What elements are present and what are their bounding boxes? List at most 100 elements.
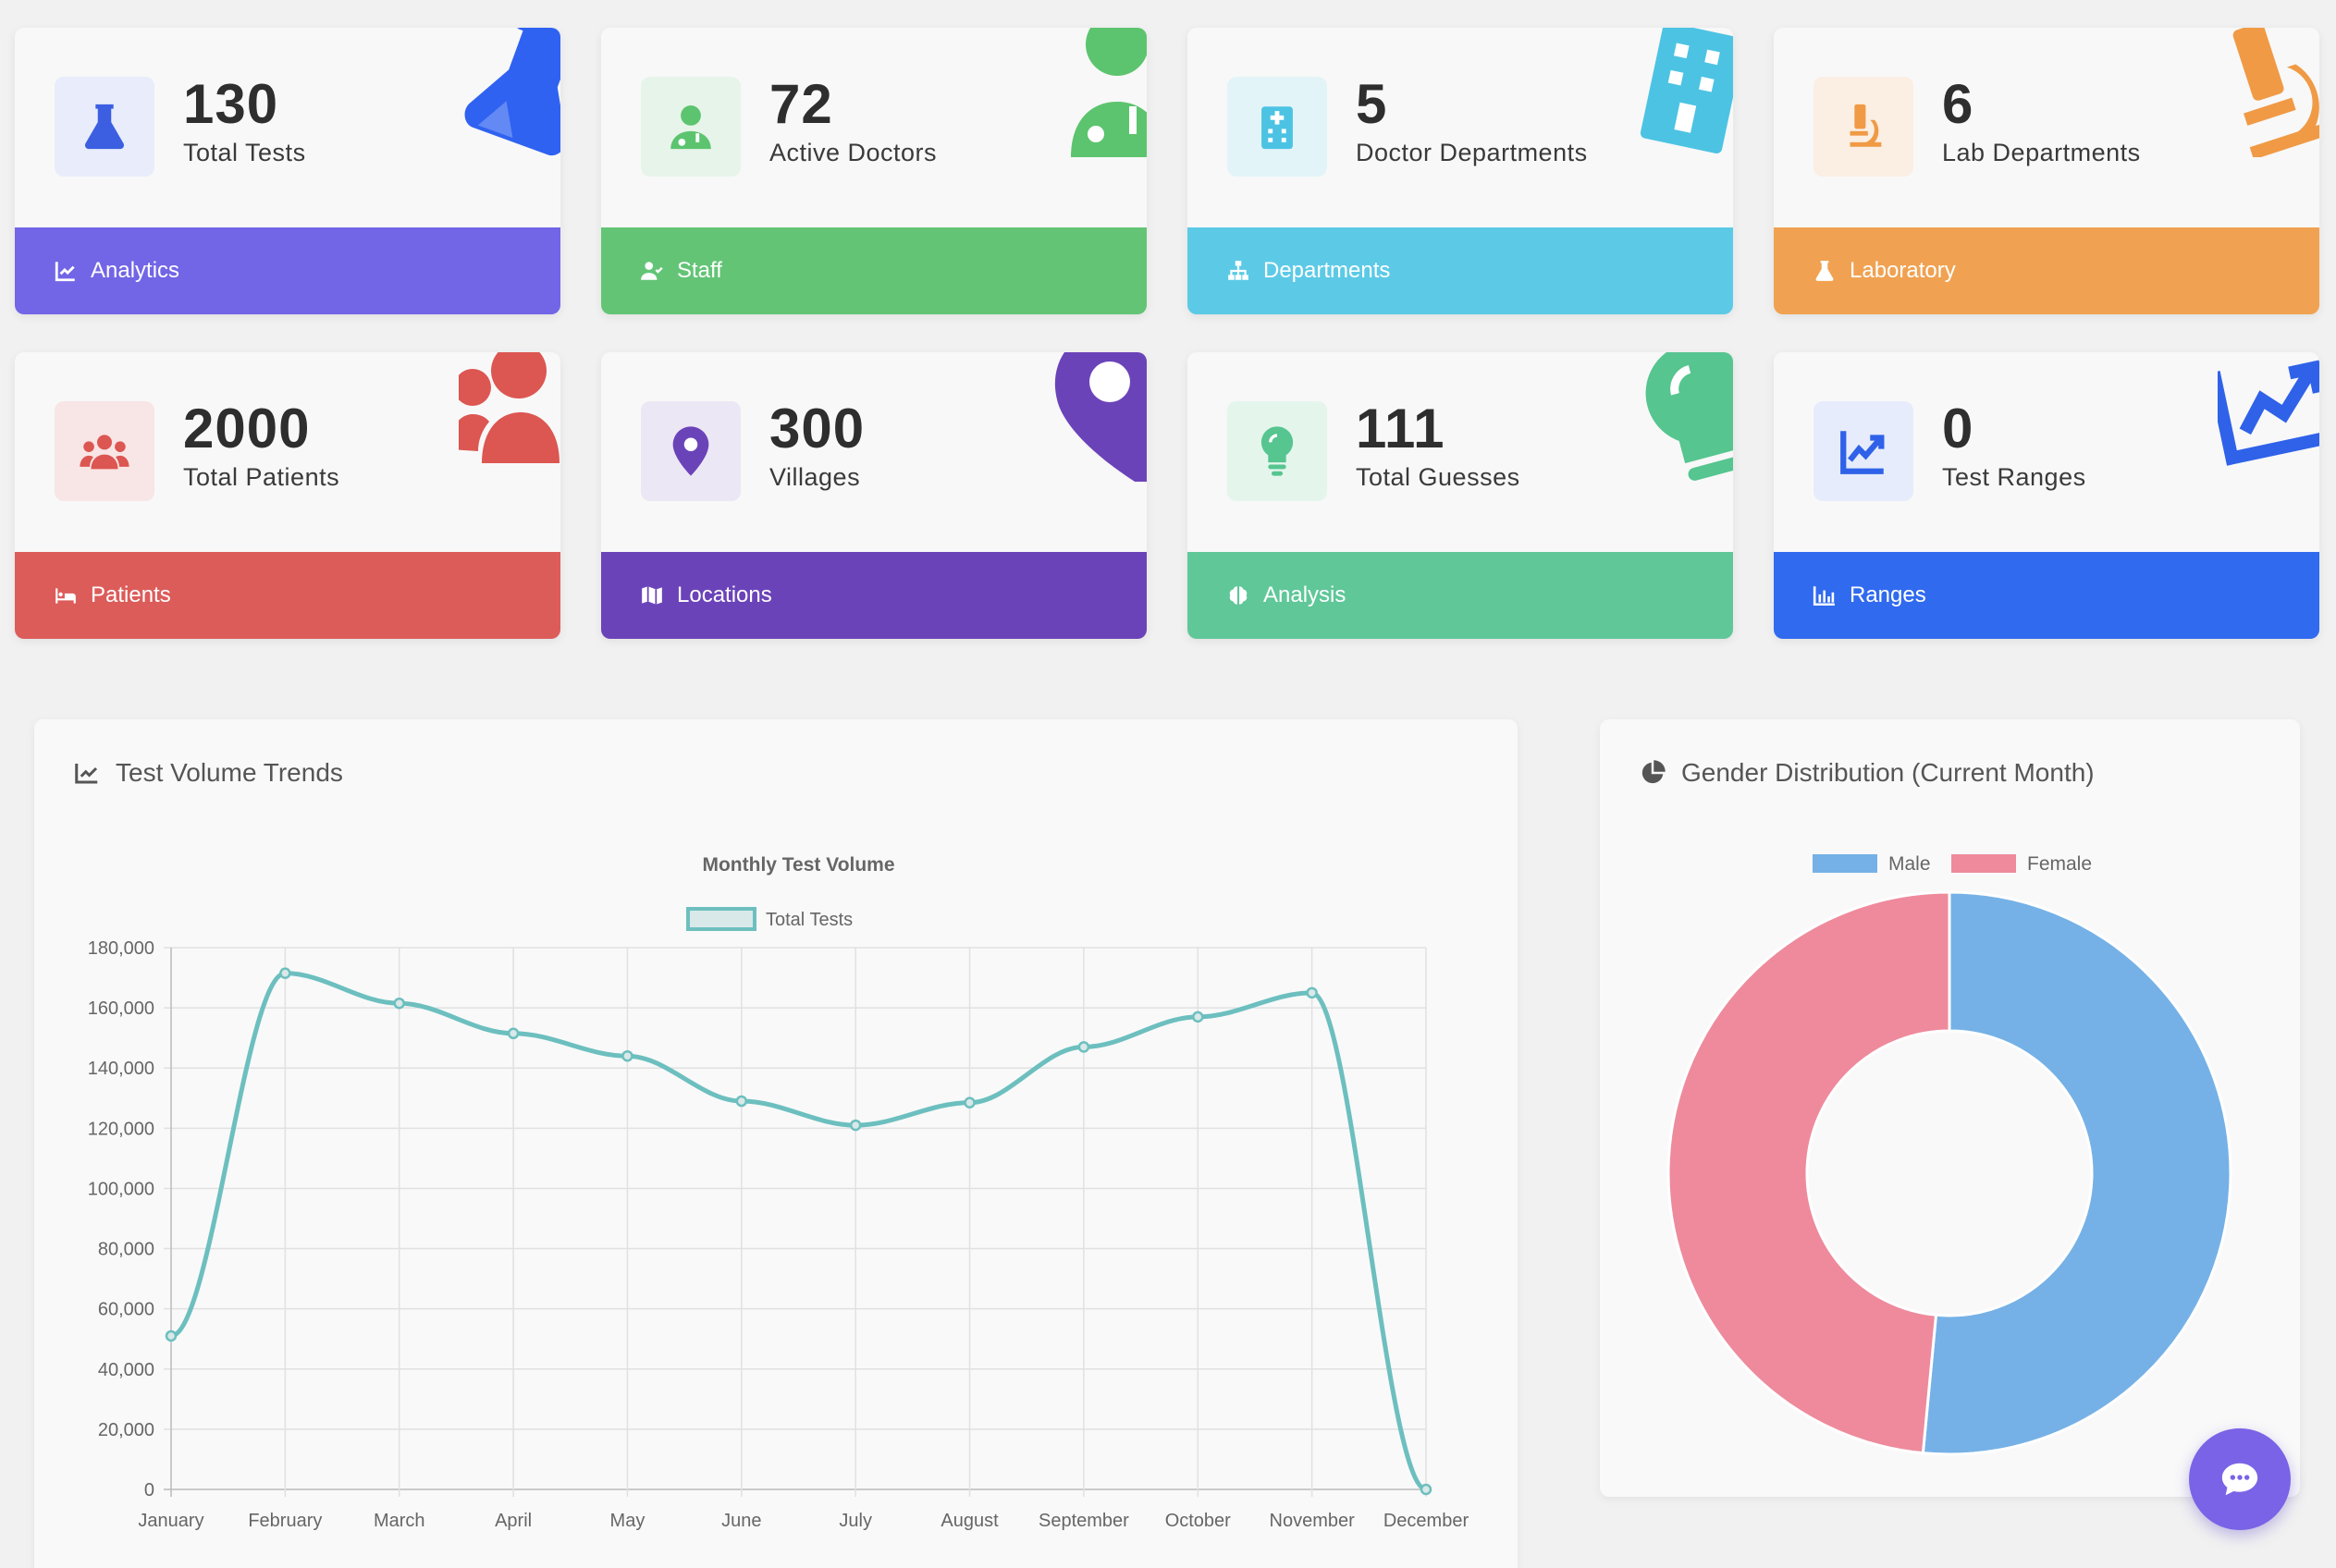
y-tick-label: 0 — [144, 1480, 154, 1501]
microscope-icon — [1837, 100, 1890, 153]
y-tick-label: 100,000 — [88, 1179, 154, 1199]
stat-value: 0 — [1942, 398, 1974, 459]
data-point — [1306, 986, 1318, 999]
legend-swatch — [686, 907, 756, 931]
stat-card-link[interactable]: Analysis — [1187, 552, 1733, 639]
y-tick-label: 20,000 — [98, 1420, 154, 1440]
stat-card-link[interactable]: Staff — [601, 227, 1147, 314]
stat-icon-box — [641, 401, 741, 501]
test-volume-panel: Test Volume Trends Monthly Test Volume To… — [34, 719, 1518, 1568]
data-point — [165, 1329, 178, 1342]
decorative-hospital-icon — [1631, 28, 1733, 157]
series-line-total-tests — [170, 971, 1427, 1492]
stat-card-body: 0 Test Ranges — [1774, 352, 2319, 552]
donut-chart: Male Female — [1666, 853, 2232, 1456]
chat-bubble-icon — [2221, 1463, 2258, 1496]
stat-card-link-label: Laboratory — [1850, 258, 1956, 283]
stat-card-body: 72 Active Doctors — [601, 28, 1147, 227]
decorative-users-icon — [449, 352, 560, 482]
x-tick-label: October — [1165, 1511, 1231, 1531]
stat-value: 130 — [183, 73, 279, 135]
stat-value: 300 — [769, 398, 866, 459]
stat-icon-box — [1227, 401, 1327, 501]
y-tick-label: 140,000 — [88, 1059, 154, 1079]
stat-value: 6 — [1942, 73, 1974, 135]
chart-line-icon — [75, 764, 98, 784]
stat-card-link[interactable]: Analytics — [15, 227, 560, 314]
sitemap-icon — [1226, 259, 1263, 283]
data-point — [507, 1027, 520, 1040]
gender-distribution-panel: Gender Distribution (Current Month) Male… — [1600, 719, 2300, 1497]
x-tick-label: February — [248, 1511, 322, 1531]
chart-line-icon — [1837, 424, 1890, 478]
stat-card-link[interactable]: Patients — [15, 552, 560, 639]
test-volume-title: Test Volume Trends — [73, 758, 343, 788]
stat-card-body: 130 Total Tests — [15, 28, 560, 227]
pie-chart-icon — [1641, 760, 1666, 784]
doctor-icon — [664, 100, 718, 153]
y-tick-label: 60,000 — [98, 1300, 154, 1320]
stat-icon-box — [55, 401, 154, 501]
stat-icon-box — [641, 77, 741, 177]
stat-card-link-label: Departments — [1263, 258, 1391, 283]
decorative-doctor-icon — [1045, 28, 1147, 157]
stat-card: 72 Active Doctors Staff — [601, 28, 1147, 314]
x-tick-label: September — [1039, 1511, 1129, 1531]
map-icon — [640, 583, 677, 607]
stat-label: Villages — [769, 463, 861, 491]
stat-card-link-label: Staff — [677, 258, 722, 283]
stat-label: Lab Departments — [1942, 139, 2141, 166]
lightbulb-icon — [1250, 424, 1304, 478]
stat-icon-box — [1227, 77, 1327, 177]
decorative-flask-icon — [459, 28, 560, 157]
gender-distribution-title: Gender Distribution (Current Month) — [1639, 758, 2095, 788]
stat-card: 300 Villages Locations — [601, 352, 1147, 639]
user-check-icon — [640, 259, 677, 283]
stat-card: 6 Lab Departments Laboratory — [1774, 28, 2319, 314]
chat-button[interactable] — [2189, 1428, 2291, 1530]
y-tick-label: 180,000 — [88, 938, 154, 959]
stat-label: Doctor Departments — [1356, 139, 1588, 166]
analytics-icon — [54, 259, 91, 283]
data-point — [279, 967, 291, 979]
x-tick-label: November — [1270, 1511, 1356, 1531]
donut-slice-male — [1921, 890, 2232, 1456]
y-tick-label: 160,000 — [88, 998, 154, 1019]
stat-label: Active Doctors — [769, 139, 938, 166]
stat-card-link[interactable]: Locations — [601, 552, 1147, 639]
stat-card-link-label: Patients — [91, 582, 171, 607]
stat-card: 111 Total Guesses Analysis — [1187, 352, 1733, 639]
x-tick-label: January — [138, 1511, 203, 1531]
data-point — [849, 1119, 862, 1132]
decorative-microscope-icon — [2218, 28, 2319, 160]
flask-small-icon — [1813, 259, 1850, 283]
donut-slice-female — [1666, 890, 1951, 1455]
stat-card-link[interactable]: Departments — [1187, 227, 1733, 314]
stat-label: Test Ranges — [1942, 463, 2086, 491]
stat-icon-box — [1813, 77, 1913, 177]
stat-card-link-label: Ranges — [1850, 582, 1926, 607]
stat-card-body: 5 Doctor Departments — [1187, 28, 1733, 227]
x-tick-label: April — [495, 1511, 532, 1531]
legend-swatch-male — [1813, 854, 1877, 873]
legend-swatch-female — [1951, 854, 2016, 873]
stat-card-link-label: Locations — [677, 582, 772, 607]
x-tick-label: July — [839, 1511, 872, 1531]
x-tick-label: March — [374, 1511, 425, 1531]
stat-icon-box — [55, 77, 154, 177]
y-tick-label: 80,000 — [98, 1240, 154, 1260]
x-tick-label: May — [610, 1511, 645, 1531]
stat-card-link[interactable]: Ranges — [1774, 552, 2319, 639]
stat-value: 111 — [1356, 398, 1445, 459]
stat-card-link[interactable]: Laboratory — [1774, 227, 2319, 314]
legend-label: Total Tests — [766, 910, 853, 930]
stat-label: Total Guesses — [1356, 463, 1520, 491]
stat-card: 0 Test Ranges Ranges — [1774, 352, 2319, 639]
data-point — [964, 1096, 976, 1109]
y-tick-label: 120,000 — [88, 1119, 154, 1139]
decorative-lightbulb-icon — [1631, 352, 1733, 482]
map-pin-icon — [664, 424, 718, 478]
stat-card: 5 Doctor Departments Departments — [1187, 28, 1733, 314]
stat-label: Total Patients — [183, 463, 340, 491]
data-point — [735, 1095, 748, 1108]
